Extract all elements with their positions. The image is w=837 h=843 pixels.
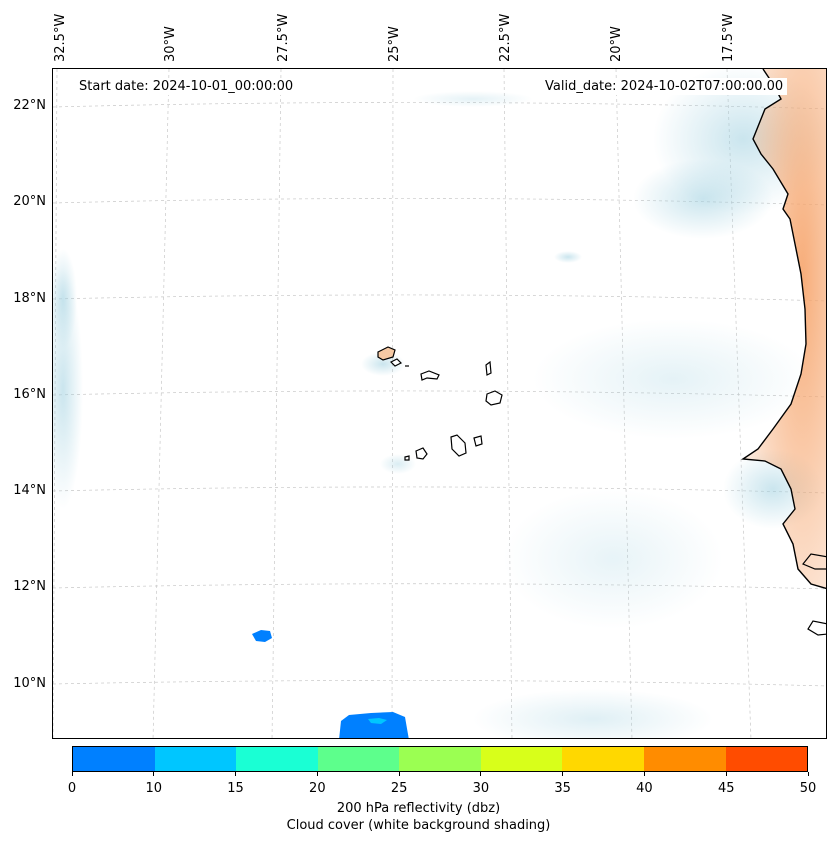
- lon-label-27.5w: 27.5°W: [276, 13, 291, 62]
- colorbar-tick-label: 25: [390, 781, 408, 796]
- cape-verde-islands: [377, 346, 503, 461]
- colorbar-tick-mark: [643, 772, 645, 776]
- colorbar-tick-label: 35: [554, 781, 571, 796]
- colorbar-segment: [562, 747, 644, 771]
- cloud-cover-shading: [53, 69, 826, 738]
- colorbar-segment: [73, 747, 155, 771]
- island-santo-antao: [377, 346, 396, 361]
- colorbar-tick-mark: [398, 772, 400, 776]
- lat-label-20n: 20°N: [13, 194, 46, 209]
- lat-label-16n: 16°N: [13, 387, 46, 402]
- lat-label-10n: 10°N: [13, 676, 46, 691]
- island-maio: [473, 435, 483, 447]
- lon-label-20w: 20°W: [609, 26, 624, 62]
- colorbar-tick-label: 50: [799, 781, 817, 796]
- colorbar-segment: [643, 747, 726, 771]
- colorbar-tick-mark: [807, 772, 809, 776]
- lon-label-30w: 30°W: [163, 26, 178, 62]
- colorbar-tick-label: 40: [636, 781, 653, 796]
- map-panel: Start date: 2024-10-01_00:00:00 Valid_da…: [52, 68, 827, 739]
- colorbar-tick-mark: [562, 772, 564, 776]
- lat-label-18n: 18°N: [13, 291, 46, 306]
- island-sao-nicolau: [420, 370, 440, 381]
- colorbar-tick-label: 0: [67, 781, 77, 796]
- colorbar-tick-mark: [71, 772, 73, 776]
- colorbar-segment: [399, 747, 481, 771]
- reflectivity-echoes: [252, 630, 409, 738]
- map-canvas: [53, 69, 826, 738]
- colorbar-tick-mark: [153, 772, 155, 776]
- lon-label-25w: 25°W: [387, 26, 402, 62]
- colorbar: [72, 746, 808, 772]
- echo-large: [339, 712, 409, 738]
- island-sal: [485, 360, 492, 376]
- lon-label-17.5w: 17.5°W: [721, 13, 736, 62]
- lat-label-14n: 14°N: [13, 483, 46, 498]
- africa-landmass: [740, 69, 826, 636]
- colorbar-segment: [154, 747, 237, 771]
- island-sao-vicente: [389, 358, 403, 367]
- colorbar-segment: [317, 747, 400, 771]
- colorbar-tick-mark: [480, 772, 482, 776]
- colorbar-tick-mark: [725, 772, 727, 776]
- lat-label-12n: 12°N: [13, 579, 46, 594]
- colorbar-tick-label: 45: [717, 781, 735, 796]
- colorbar-segment: [236, 747, 318, 771]
- island-santiago: [450, 434, 467, 457]
- colorbar-tick-label: 15: [227, 781, 244, 796]
- lat-label-22n: 22°N: [13, 98, 46, 113]
- lon-label-32.5w: 32.5°W: [53, 13, 68, 62]
- island-boa-vista: [485, 390, 503, 406]
- start-date-label: Start date: 2024-10-01_00:00:00: [75, 78, 298, 95]
- colorbar-tick-mark: [235, 772, 237, 776]
- colorbar-tick-label: 10: [145, 781, 163, 796]
- island-brava: [404, 455, 410, 461]
- colorbar-tick-label: 30: [472, 781, 490, 796]
- colorbar-tick-mark: [316, 772, 318, 776]
- lon-label-22.5w: 22.5°W: [498, 13, 513, 62]
- valid-date-label: Valid_date: 2024-10-02T07:00:00.00: [541, 78, 788, 95]
- island-fogo: [415, 447, 428, 460]
- colorbar-tick-label: 20: [309, 781, 326, 796]
- colorbar-label-cloud-cover: Cloud cover (white background shading): [286, 818, 551, 833]
- colorbar-segment: [725, 747, 808, 771]
- echo-small: [252, 630, 272, 642]
- colorbar-label-reflectivity: 200 hPa reflectivity (dbz): [336, 801, 501, 816]
- coastline: [740, 69, 826, 590]
- colorbar-segment: [480, 747, 563, 771]
